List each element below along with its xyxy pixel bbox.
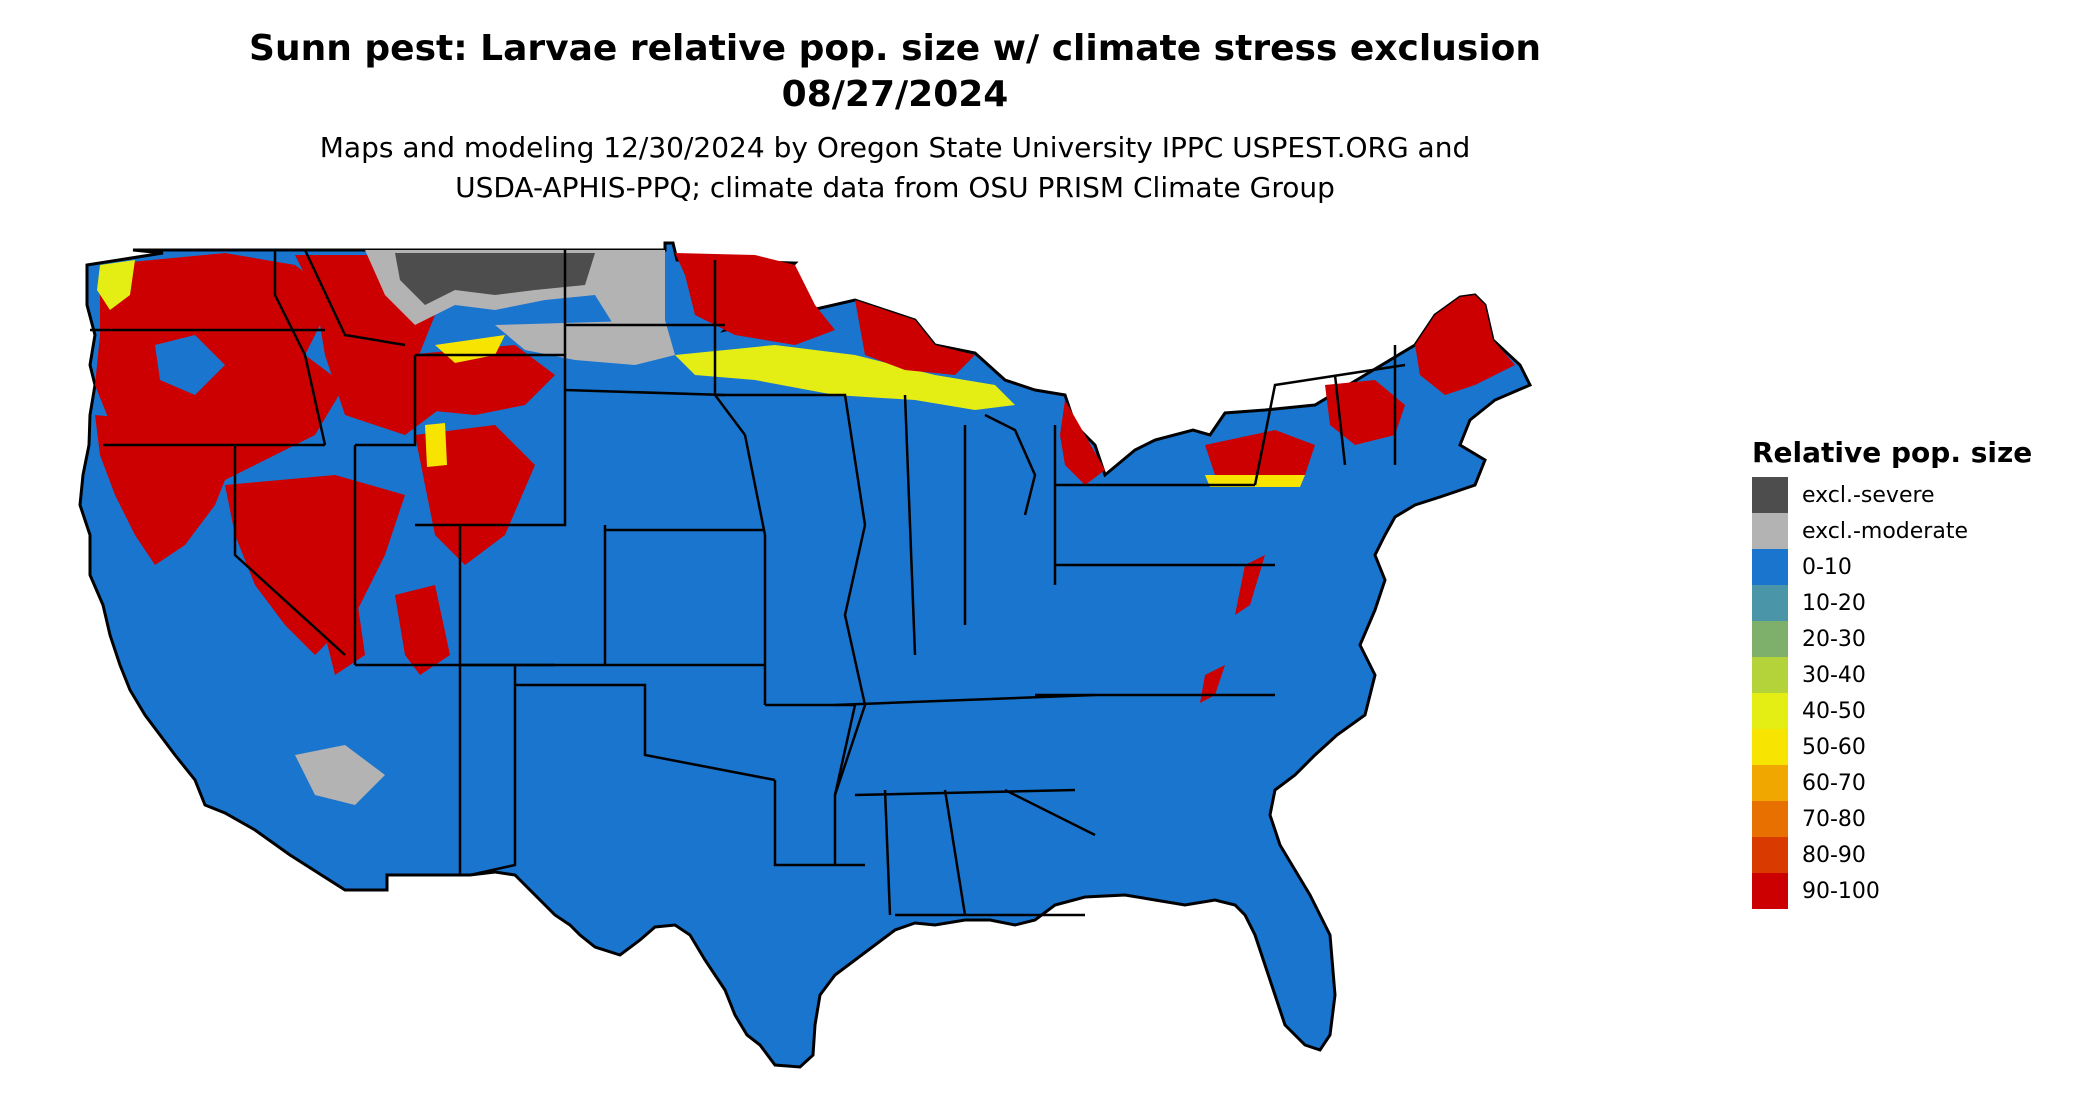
border-mo-west xyxy=(743,434,767,705)
border-lower-mi xyxy=(984,413,1037,516)
legend-swatch xyxy=(1752,549,1788,585)
border-vt-nh xyxy=(1333,374,1347,466)
legend-item: 20-30 xyxy=(1752,621,2032,657)
border-nm-tx xyxy=(469,665,517,877)
legend-title: Relative pop. size xyxy=(1752,436,2033,469)
region-arizona-high xyxy=(315,585,365,675)
region-dakotas-excl-moderate xyxy=(495,320,675,365)
legend-items: excl.-severe excl.-moderate 0-10 10-20 20-30… xyxy=(1752,477,2032,909)
legend-swatch xyxy=(1752,837,1788,873)
border-al xyxy=(943,789,967,916)
legend-swatch xyxy=(1752,729,1788,765)
border-nv-ca-diag xyxy=(233,445,346,656)
map-subtitle-line1: Maps and modeling 12/30/2024 by Oregon S… xyxy=(319,131,1471,164)
legend-item: 80-90 xyxy=(1752,837,2032,873)
legend-swatch xyxy=(1752,873,1788,909)
legend-label: 70-80 xyxy=(1802,806,1866,832)
border-ok-tx xyxy=(515,683,776,782)
state-borders xyxy=(90,249,1406,917)
legend-item: 90-100 xyxy=(1752,873,2032,909)
legend-label: 80-90 xyxy=(1802,842,1866,868)
legend-item: 10-20 xyxy=(1752,585,2032,621)
border-ga xyxy=(883,789,892,916)
map-title: Sunn pest: Larvae relative pop. size w/ … xyxy=(0,26,1790,118)
border-ut-wy xyxy=(355,355,417,447)
region-nevada-high xyxy=(225,475,405,655)
region-pnw-yellow xyxy=(97,260,135,310)
legend-item: excl.-severe xyxy=(1752,477,2032,513)
border-il-in xyxy=(903,394,917,656)
legend-label: excl.-severe xyxy=(1802,482,1935,508)
legend-swatch xyxy=(1752,513,1788,549)
legend-label: 90-100 xyxy=(1802,878,1880,904)
region-colorado-yellow xyxy=(425,423,447,467)
map-date: 08/27/2024 xyxy=(781,74,1009,115)
legend-swatch xyxy=(1752,765,1788,801)
legend-label: 20-30 xyxy=(1802,626,1866,652)
region-michigan-high xyxy=(1060,400,1105,485)
border-new-england xyxy=(1253,363,1406,486)
border-wy-box xyxy=(415,353,567,527)
map-subtitle-line2: USDA-APHIS-PPQ; climate data from OSU PR… xyxy=(455,171,1335,204)
region-midwest-yellow-band xyxy=(675,345,1015,410)
legend-label: 60-70 xyxy=(1802,770,1866,796)
legend: Relative pop. size excl.-severe excl.-mod… xyxy=(1752,435,2032,909)
region-wyoming-high xyxy=(405,345,555,415)
border-ky-tn xyxy=(834,693,1096,707)
legend-item: excl.-moderate xyxy=(1752,513,2032,549)
border-tn-al-ga xyxy=(854,788,1076,797)
legend-swatch xyxy=(1752,585,1788,621)
legend-swatch xyxy=(1752,693,1788,729)
border-id-mt xyxy=(303,249,406,347)
legend-label: 40-50 xyxy=(1802,698,1866,724)
legend-label: excl.-moderate xyxy=(1802,518,1968,544)
legend-item: 60-70 xyxy=(1752,765,2032,801)
border-id-west xyxy=(273,250,327,446)
legend-swatch xyxy=(1752,477,1788,513)
map-title-line1: Sunn pest: Larvae relative pop. size w/ … xyxy=(249,28,1541,69)
legend-item: 30-40 xyxy=(1752,657,2032,693)
region-ca-high xyxy=(95,415,235,565)
region-newengland-high xyxy=(1325,380,1405,445)
region-newmexico-high xyxy=(395,585,450,675)
legend-swatch xyxy=(1752,801,1788,837)
border-ia xyxy=(715,393,867,526)
legend-label: 50-60 xyxy=(1802,734,1866,760)
legend-label: 0-10 xyxy=(1802,554,1852,580)
region-montana-excl-severe xyxy=(395,253,595,305)
border-sd-ne xyxy=(564,388,726,397)
border-sc-nc xyxy=(1004,788,1096,837)
legend-swatch xyxy=(1752,657,1788,693)
region-wisconsin-high xyxy=(855,300,975,375)
map-subtitle: Maps and modeling 12/30/2024 by Oregon S… xyxy=(0,128,1790,208)
region-maine-high xyxy=(1415,295,1515,395)
region-appalachia-high xyxy=(1235,555,1265,615)
legend-swatch xyxy=(1752,621,1788,657)
legend-label: 30-40 xyxy=(1802,662,1866,688)
legend-item: 40-50 xyxy=(1752,693,2032,729)
legend-item: 50-60 xyxy=(1752,729,2032,765)
legend-item: 70-80 xyxy=(1752,801,2032,837)
region-southcoast-high xyxy=(1200,665,1225,703)
us-map xyxy=(78,241,1533,1069)
region-arizona-excl-moderate xyxy=(295,745,385,805)
legend-label: 10-20 xyxy=(1802,590,1866,616)
region-pnw-blue-patch xyxy=(155,335,225,395)
legend-item: 0-10 xyxy=(1752,549,2032,585)
